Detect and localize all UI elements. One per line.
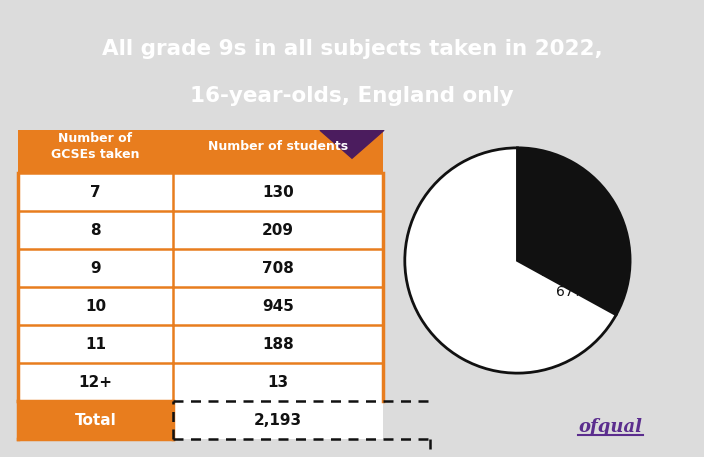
Bar bbox=[173, 363, 383, 401]
Text: 188: 188 bbox=[262, 337, 294, 351]
Text: All grade 9s in all subjects taken in 2022,: All grade 9s in all subjects taken in 20… bbox=[101, 39, 603, 59]
Text: 7: 7 bbox=[90, 185, 101, 200]
Text: 12+: 12+ bbox=[79, 375, 113, 389]
Bar bbox=[173, 401, 383, 439]
Wedge shape bbox=[517, 148, 630, 315]
Text: 8: 8 bbox=[90, 223, 101, 238]
Bar bbox=[173, 249, 383, 287]
Text: Total: Total bbox=[75, 413, 116, 428]
Bar bbox=[18, 211, 173, 249]
Bar bbox=[173, 211, 383, 249]
Text: Male: Male bbox=[458, 219, 498, 234]
Text: Female: Female bbox=[541, 264, 603, 279]
Polygon shape bbox=[320, 130, 384, 158]
Bar bbox=[18, 401, 173, 439]
Bar bbox=[18, 363, 173, 401]
Bar bbox=[18, 119, 383, 173]
Text: 11: 11 bbox=[85, 337, 106, 351]
Text: Number of
GCSEs taken: Number of GCSEs taken bbox=[51, 132, 140, 161]
Text: 33%: 33% bbox=[463, 242, 494, 256]
Bar bbox=[173, 325, 383, 363]
Text: ofqual: ofqual bbox=[578, 418, 642, 436]
Text: 67%: 67% bbox=[556, 285, 587, 299]
Text: 10: 10 bbox=[85, 298, 106, 314]
Text: 13: 13 bbox=[268, 375, 289, 389]
Text: 945: 945 bbox=[262, 298, 294, 314]
Text: 209: 209 bbox=[262, 223, 294, 238]
Text: 16-year-olds, England only: 16-year-olds, England only bbox=[190, 86, 514, 106]
Bar bbox=[173, 173, 383, 211]
Bar bbox=[18, 249, 173, 287]
Bar bbox=[18, 325, 173, 363]
Text: Number of students: Number of students bbox=[208, 140, 348, 153]
Text: 708: 708 bbox=[262, 260, 294, 276]
Text: 9: 9 bbox=[90, 260, 101, 276]
Bar bbox=[18, 287, 173, 325]
Bar bbox=[18, 173, 173, 211]
Text: 2,193: 2,193 bbox=[254, 413, 302, 428]
Wedge shape bbox=[405, 148, 616, 373]
Bar bbox=[173, 287, 383, 325]
Text: 130: 130 bbox=[262, 185, 294, 200]
